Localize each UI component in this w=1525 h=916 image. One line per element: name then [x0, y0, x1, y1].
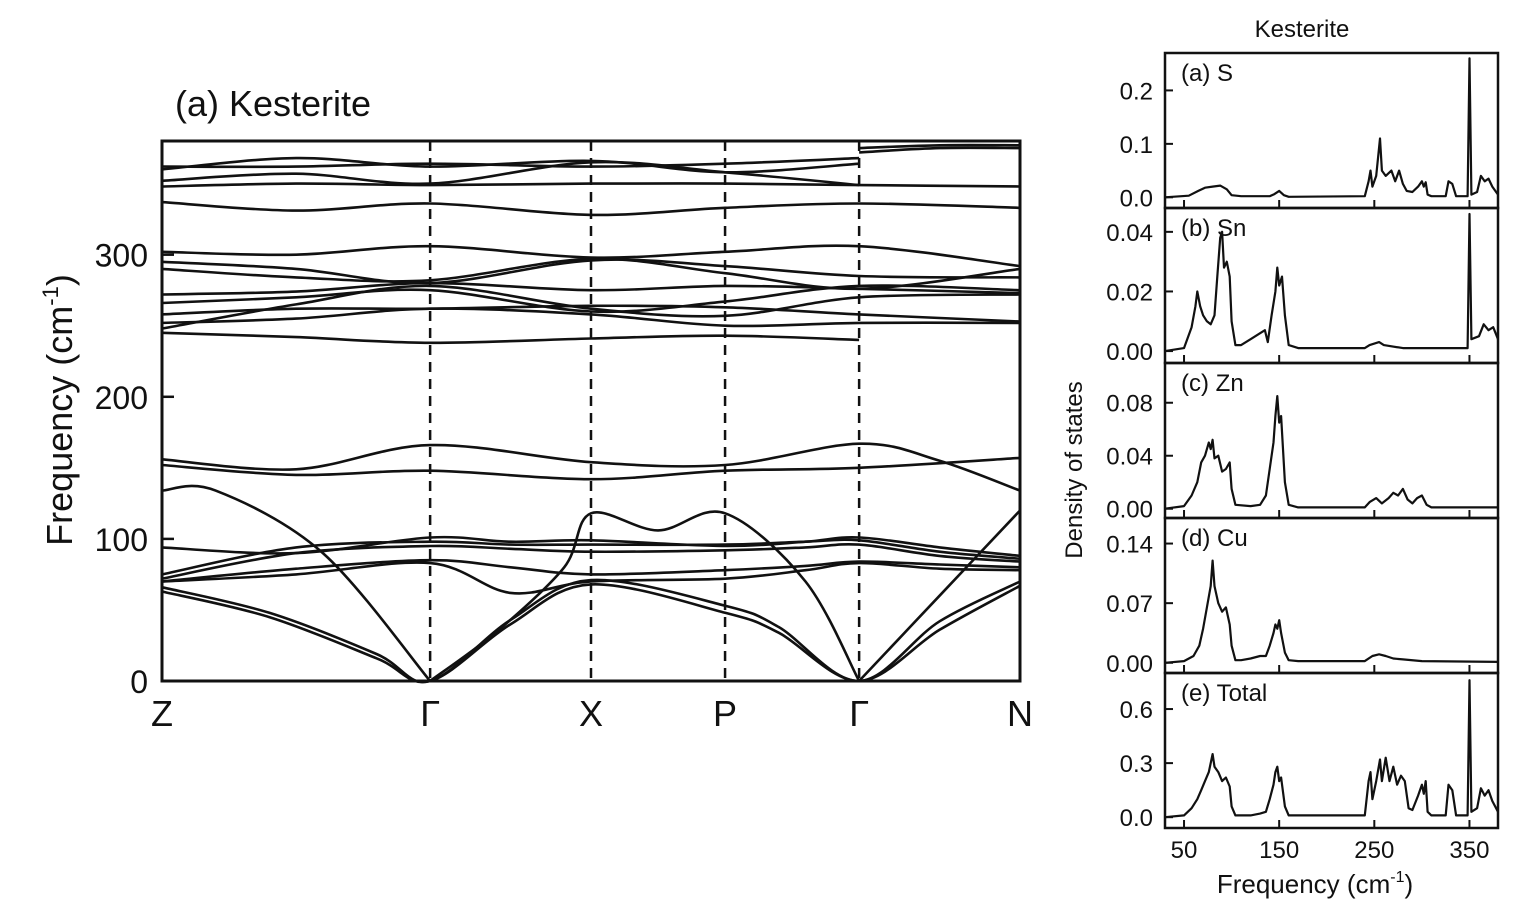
phonon-branch-19	[161, 257, 1021, 291]
phonon-branch-7	[161, 535, 1021, 558]
phonon-branch-6	[161, 538, 1021, 576]
dos-curve	[1164, 395, 1498, 510]
dos-y-tick-label: 0.00	[1106, 339, 1153, 366]
dos-y-tick-label: 0.08	[1106, 391, 1153, 418]
phonon-branch-17	[161, 284, 1021, 314]
dispersion-curves	[161, 143, 1021, 684]
dispersion-y-ticks: 0 100 200 300	[95, 238, 174, 700]
dispersion-y-tick-label: 200	[95, 380, 148, 416]
dos-panel-3: (c) Zn 0.00 0.04 0.08	[1106, 361, 1500, 524]
dos-panel-2: (b) Sn 0.00 0.02 0.04	[1106, 206, 1500, 366]
dos-y-tick-label: 0.04	[1106, 444, 1153, 471]
dos-chart: Kesterite (a) S 0.0 0.1 0.2 (b) Sn 0.00 0.02 0.…	[1061, 16, 1500, 899]
phonon-branch-13	[161, 331, 860, 345]
dos-y-tick-label: 0.0	[1120, 185, 1153, 212]
dos-y-tick-label: 0.00	[1106, 651, 1153, 678]
phonon-branch-25	[161, 156, 860, 174]
dos-y-tick-label: 0.3	[1120, 751, 1153, 778]
dos-x-tick-label: 150	[1259, 837, 1299, 864]
dos-panel-4: (d) Cu 0.00 0.07 0.14	[1106, 516, 1500, 678]
k-point-label: Γ	[849, 693, 869, 734]
dos-x-label: Frequency (cm-1)	[1217, 869, 1413, 899]
dos-panel-label: (b) Sn	[1181, 215, 1246, 242]
dispersion-y-label: Frequency (cm-1)	[38, 274, 80, 546]
dos-panel-label: (a) S	[1181, 60, 1233, 87]
phonon-branch-24	[161, 160, 860, 187]
dos-x-tick-label: 250	[1354, 837, 1394, 864]
k-point-label: N	[1007, 693, 1033, 734]
dos-panel-5: (e) Total 0.0 0.3 0.6	[1120, 671, 1500, 832]
phonon-branch-15	[161, 307, 1021, 328]
dispersion-y-tick-label: 0	[130, 664, 148, 700]
k-point-label: Z	[151, 693, 173, 734]
dos-panel-frame	[1163, 671, 1500, 830]
dos-y-tick-label: 0.02	[1106, 279, 1153, 306]
dos-y-tick-label: 0.04	[1106, 220, 1153, 247]
phonon-branch-28	[859, 143, 1021, 150]
dos-curve	[1164, 679, 1499, 819]
dispersion-title: (a) Kesterite	[175, 83, 371, 124]
k-point-label: X	[579, 693, 603, 734]
dispersion-y-tick-label: 300	[95, 238, 148, 274]
dispersion-grid	[428, 141, 861, 681]
phonon-branch-23	[161, 182, 1021, 188]
phonon-branch-3	[161, 561, 1021, 595]
dos-y-tick-label: 0.0	[1120, 805, 1153, 832]
dos-curve	[1164, 559, 1499, 664]
dos-panel-1: (a) S 0.0 0.1 0.2	[1120, 51, 1500, 212]
phonon-branch-8	[161, 484, 432, 682]
phonon-branch-4	[161, 558, 1021, 583]
dos-panel-label: (c) Zn	[1181, 370, 1244, 397]
k-point-label: Γ	[420, 693, 440, 734]
dos-curve	[1164, 57, 1499, 199]
dos-panel-label: (e) Total	[1181, 680, 1267, 707]
dos-panel-label: (d) Cu	[1181, 525, 1248, 552]
dos-curve	[1164, 212, 1500, 353]
phonon-branch-16	[161, 304, 1021, 323]
phonon-branch-10	[858, 509, 1021, 682]
dos-x-tick-label: 50	[1171, 837, 1198, 864]
dos-panels: (a) S 0.0 0.1 0.2 (b) Sn 0.00 0.02 0.04 (c) Zn 0.…	[1106, 51, 1500, 832]
phonon-branch-26	[161, 156, 860, 169]
phonon-branch-22	[161, 200, 1021, 217]
phonon-branch-9	[429, 510, 861, 683]
dos-y-tick-label: 0.2	[1120, 78, 1153, 105]
phonon-branch-27	[859, 146, 1021, 154]
dispersion-y-tick-label: 100	[95, 522, 148, 558]
dispersion-chart: (a) Kesterite 0 100 200 300 Z Γ X P Γ N Frequenc…	[38, 83, 1033, 734]
phonon-branch-2	[161, 578, 1021, 684]
dos-x-tick-label: 350	[1449, 837, 1489, 864]
phonon-branch-21	[161, 244, 1021, 268]
dos-y-label: Density of states	[1061, 381, 1088, 558]
phonon-branch-11	[161, 456, 1021, 481]
dos-y-tick-label: 0.1	[1120, 132, 1153, 159]
dos-y-tick-label: 0.14	[1106, 532, 1153, 559]
dos-title: Kesterite	[1255, 16, 1350, 43]
dos-y-tick-label: 0.00	[1106, 497, 1153, 524]
dos-y-tick-label: 0.6	[1120, 697, 1153, 724]
phonon-branch-1	[161, 583, 1021, 684]
dos-y-tick-label: 0.07	[1106, 591, 1153, 618]
phonon-branch-20	[161, 258, 1021, 285]
phonon-branch-14	[161, 284, 1021, 330]
dispersion-frame	[160, 139, 1022, 683]
dos-x-ticks: 50 150 250 350	[1171, 837, 1490, 864]
k-point-label: P	[713, 693, 737, 734]
phonon-branch-12	[161, 442, 1021, 492]
